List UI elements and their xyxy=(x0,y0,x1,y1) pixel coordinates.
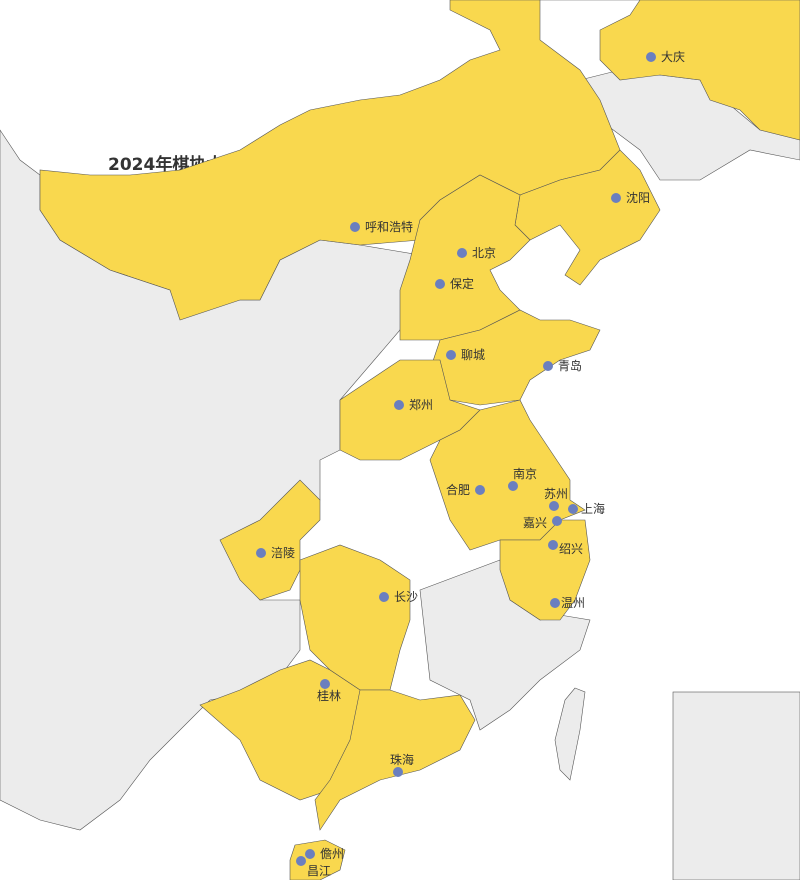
city-label-20: 昌江 xyxy=(307,864,331,878)
city-marker-0[interactable] xyxy=(646,52,656,62)
inset-box xyxy=(672,691,800,880)
city-label-6: 青岛 xyxy=(558,358,582,373)
city-marker-17[interactable] xyxy=(320,679,330,689)
city-marker-3[interactable] xyxy=(457,248,467,258)
city-marker-15[interactable] xyxy=(256,548,266,558)
heilongjiang xyxy=(540,0,800,141)
city-marker-10[interactable] xyxy=(549,501,559,511)
city-marker-4[interactable] xyxy=(435,279,445,289)
shandong xyxy=(429,309,601,406)
zhejiang xyxy=(499,519,591,621)
city-label-3: 北京 xyxy=(472,246,496,260)
city-label-0: 大庆 xyxy=(661,50,685,64)
city-label-10: 苏州 xyxy=(544,487,568,501)
city-label-11: 上海 xyxy=(581,501,605,516)
hunan xyxy=(299,544,411,691)
city-marker-7[interactable] xyxy=(394,400,404,410)
jiangsu-anhui xyxy=(429,399,586,551)
city-marker-14[interactable] xyxy=(550,598,560,608)
hainan xyxy=(289,839,346,880)
city-label-15: 涪陵 xyxy=(271,545,295,560)
beijing-hebei xyxy=(399,174,531,341)
city-label-4: 保定 xyxy=(450,276,474,291)
chongqing xyxy=(219,479,321,601)
city-label-18: 珠海 xyxy=(390,752,414,767)
taiwan xyxy=(554,687,586,781)
city-label-9: 合肥 xyxy=(446,482,470,497)
city-label-2: 呼和浩特 xyxy=(365,219,413,234)
highlighted-regions xyxy=(39,0,800,880)
city-marker-9[interactable] xyxy=(475,485,485,495)
city-marker-2[interactable] xyxy=(350,222,360,232)
city-label-17: 桂林 xyxy=(317,688,341,703)
city-marker-1[interactable] xyxy=(611,193,621,203)
city-marker-13[interactable] xyxy=(548,540,558,550)
city-label-16: 长沙 xyxy=(394,590,418,604)
city-label-8: 南京 xyxy=(513,466,537,481)
city-marker-16[interactable] xyxy=(379,592,389,602)
city-label-7: 郑州 xyxy=(409,397,433,412)
city-marker-12[interactable] xyxy=(552,516,562,526)
city-marker-19[interactable] xyxy=(305,849,315,859)
city-marker-18[interactable] xyxy=(393,767,403,777)
city-marker-6[interactable] xyxy=(543,361,553,371)
city-marker-5[interactable] xyxy=(446,350,456,360)
base-land xyxy=(0,69,800,880)
city-label-13: 绍兴 xyxy=(559,542,583,556)
city-marker-8[interactable] xyxy=(508,481,518,491)
liaoning xyxy=(514,149,661,286)
city-label-12: 嘉兴 xyxy=(523,516,547,530)
city-label-5: 聊城 xyxy=(461,348,485,362)
city-label-1: 沈阳 xyxy=(626,190,650,205)
city-marker-20[interactable] xyxy=(296,856,306,866)
city-label-19: 儋州 xyxy=(320,847,344,861)
city-marker-11[interactable] xyxy=(568,504,578,514)
city-label-14: 温州 xyxy=(561,596,585,610)
